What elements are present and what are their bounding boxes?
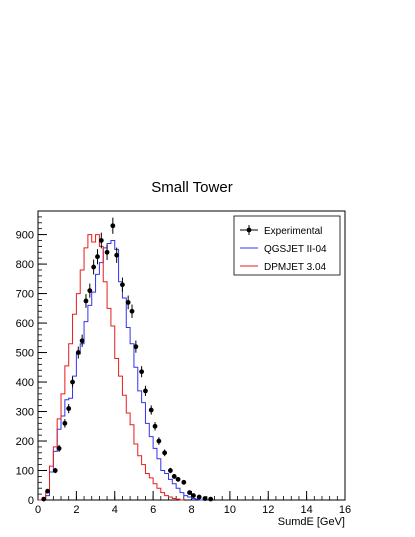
y-tick-label: 400 xyxy=(16,377,34,389)
series-dpmjet-3-04-line xyxy=(38,234,184,501)
data-point xyxy=(66,406,72,411)
data-point xyxy=(133,344,139,350)
data-point xyxy=(156,438,162,444)
data-point xyxy=(87,288,93,294)
data-point xyxy=(110,223,116,229)
legend: Experimental QGSJET II-04 DPMJET 3.04 xyxy=(233,215,341,276)
legend-entry-experimental-label: Experimental xyxy=(264,226,322,237)
data-point xyxy=(52,468,58,473)
data-point xyxy=(79,338,85,344)
y-tick-label: 300 xyxy=(16,407,34,419)
data-point xyxy=(148,407,154,413)
data-point xyxy=(56,445,62,451)
legend-box xyxy=(233,215,341,276)
data-point xyxy=(162,450,168,456)
data-point xyxy=(120,282,125,288)
data-point xyxy=(175,476,181,482)
data-point xyxy=(70,379,75,385)
data-point xyxy=(62,420,68,426)
x-tick-label: 14 xyxy=(301,504,313,516)
y-tick-label: 200 xyxy=(16,436,34,448)
legend-entry-dpmjet-3-04-label: DPMJET 3.04 xyxy=(264,262,326,273)
legend-entry-qgsjet-ii-04-label: QGSJET II-04 xyxy=(264,244,327,255)
data-point xyxy=(139,369,145,375)
x-tick-label: 0 xyxy=(35,504,41,516)
data-point xyxy=(202,496,208,501)
chart-title: Small Tower xyxy=(151,179,232,196)
x-tick-label: 10 xyxy=(224,504,236,516)
data-point xyxy=(41,496,47,502)
data-point xyxy=(83,298,89,304)
x-tick-label: 2 xyxy=(73,504,79,516)
series-layer xyxy=(38,217,214,502)
data-point xyxy=(75,350,81,355)
x-tick-label: 6 xyxy=(150,504,156,516)
y-tick-label: 900 xyxy=(16,230,34,242)
data-point xyxy=(167,468,173,473)
data-point xyxy=(104,249,110,255)
data-point xyxy=(191,493,196,498)
axes: 0 2 4 6 8 10 12 14 16 0 100 200 300 400 500 600 700 800 90… xyxy=(16,216,351,516)
y-tick-label: 800 xyxy=(16,259,34,271)
data-point xyxy=(208,496,214,502)
data-point xyxy=(91,264,97,270)
x-axis-label: SumdE [GeV] xyxy=(278,516,345,528)
y-tick-label: 700 xyxy=(16,289,34,301)
y-tick-label: 600 xyxy=(16,318,34,330)
data-point xyxy=(114,252,120,258)
data-point xyxy=(95,254,100,260)
data-point xyxy=(98,238,104,243)
series-qgsjet-ii-04-line xyxy=(38,239,204,501)
x-tick-label: 8 xyxy=(188,504,194,516)
y-tick-label: 500 xyxy=(16,348,34,360)
data-point xyxy=(171,474,177,479)
data-point xyxy=(152,423,158,429)
data-point xyxy=(125,300,131,305)
y-tick-label: 0 xyxy=(28,495,34,507)
x-tick-label: 4 xyxy=(112,504,118,516)
data-point xyxy=(45,488,50,494)
x-tick-label: 16 xyxy=(339,504,351,516)
data-point xyxy=(181,479,187,485)
data-point xyxy=(196,494,202,500)
x-tick-label: 12 xyxy=(262,504,274,516)
data-point xyxy=(187,490,192,496)
y-tick-label: 100 xyxy=(16,466,34,478)
data-point xyxy=(143,388,148,394)
data-point xyxy=(129,308,135,314)
